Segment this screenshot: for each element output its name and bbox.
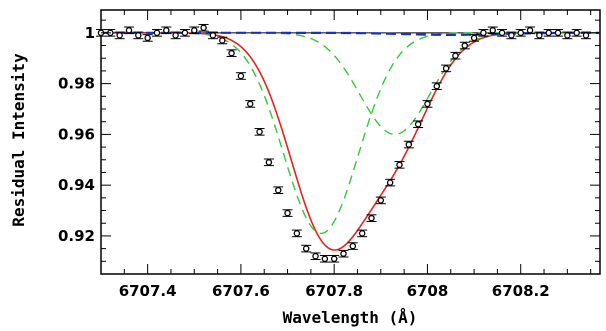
component-curve-1 [101,32,600,235]
data-point [123,26,134,35]
data-point [273,186,284,195]
data-point [431,82,442,90]
data-point [543,29,554,37]
data-point [525,26,536,35]
data-point [553,29,564,37]
data-point [338,249,349,258]
data-point [450,51,461,60]
data-point [235,72,246,80]
data-point [441,64,452,73]
data-point [217,36,228,45]
data-point [413,120,424,129]
data-point [310,252,321,261]
x-tick-label: 6707.6 [212,282,270,300]
data-point [357,229,368,238]
x-tick-label: 6707.8 [305,282,363,300]
data-point [571,29,582,37]
x-tick-label: 6708.2 [492,282,550,300]
plot-frame [100,9,601,275]
component-curve-2 [101,32,600,136]
model-curves [101,31,600,251]
data-point [515,29,526,37]
data-point [319,254,330,263]
data-point [114,31,125,40]
data-point [385,178,396,187]
y-tick-label: 0.98 [58,75,95,93]
data-point [151,29,162,37]
data-point [469,34,480,42]
y-axis-title: Residual Intensity [9,53,28,227]
data-point [254,128,265,136]
data-point [534,31,545,40]
data-point [179,29,190,37]
x-axis-title: Wavelength (Å) [283,308,418,327]
data-point [301,244,312,253]
data-point [581,31,592,40]
data-point [263,158,274,167]
data-point [282,209,293,217]
data-point [422,100,433,108]
y-tick-label: 0.94 [58,176,95,194]
x-tick-label: 6708 [407,282,449,300]
data-point [189,26,200,35]
data-point [245,100,256,108]
data-point [506,31,517,40]
data-point [142,34,153,42]
data-point [394,161,405,169]
y-tick-label: 0.92 [58,227,95,245]
data-point [329,254,340,263]
data-point [366,214,377,222]
data-point [375,196,386,205]
fit-curve [101,31,600,251]
data-point [347,242,358,250]
data-point [207,31,218,40]
data-point [487,26,498,35]
y-tick-label: 0.96 [58,125,95,143]
data-point [133,31,144,40]
data-point [478,29,489,37]
y-tick-label: 1 [85,24,95,42]
x-tick-label: 6707.4 [119,282,177,300]
x-axis-ticks: 6707.4 6707.6 6707.8 6708 6708.2 [100,10,592,300]
data-point [170,31,181,40]
observed-points [96,23,592,263]
data-point [198,23,209,32]
data-point [226,49,237,57]
data-point [562,31,573,40]
data-point [403,140,414,149]
y-axis-ticks: 0.92 0.94 0.96 0.98 1 [58,19,600,275]
data-point [459,41,470,50]
data-point [497,29,508,37]
data-point [161,26,172,35]
data-point [291,229,302,238]
